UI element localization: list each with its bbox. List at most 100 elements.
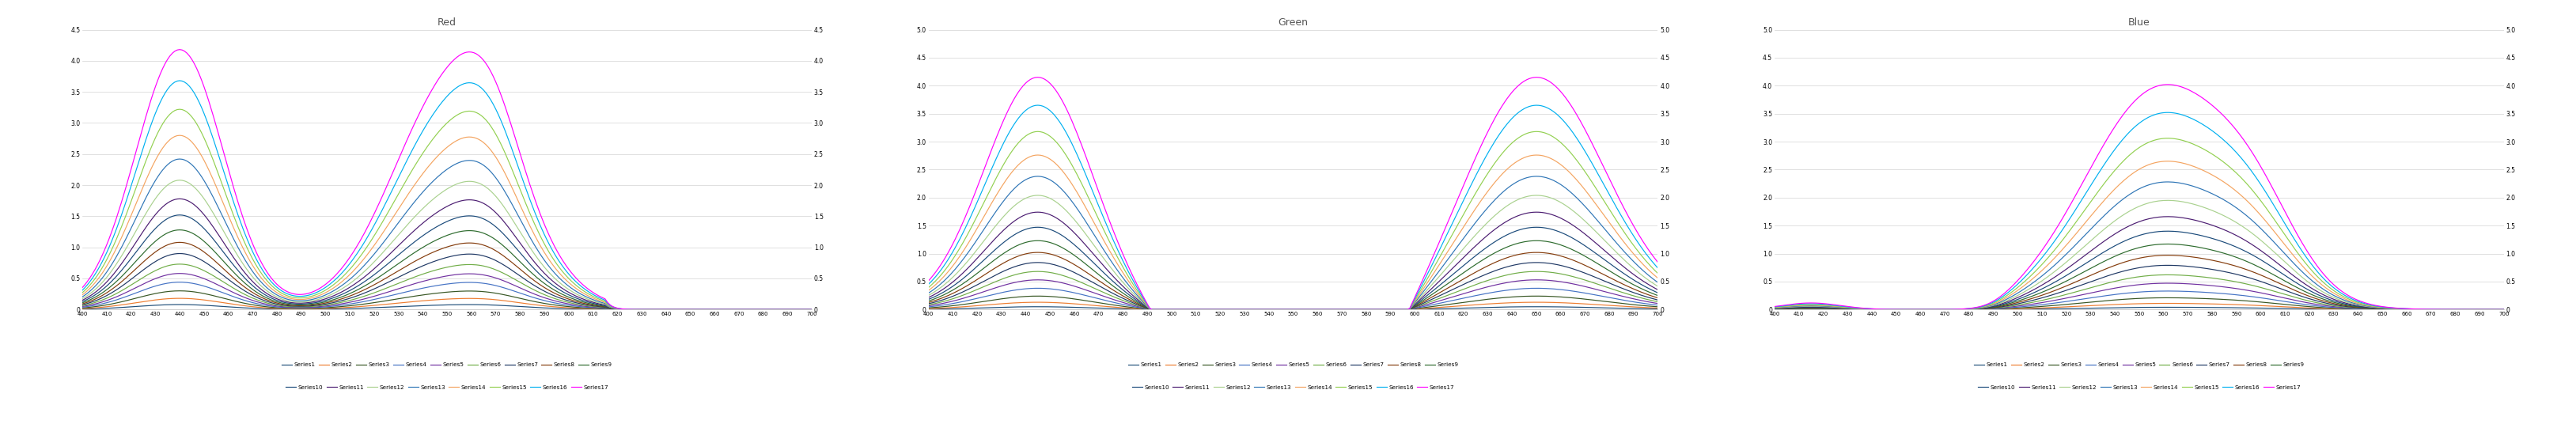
Series5	[2488, 307, 2519, 312]
Series2	[1213, 307, 1244, 312]
Line: Series5: Series5	[1775, 283, 2504, 310]
Series15	[1023, 129, 1054, 134]
Series10	[1595, 261, 1625, 266]
Series7	[567, 302, 598, 307]
Series12	[2488, 307, 2519, 312]
Series8	[567, 301, 598, 306]
Series9	[2154, 242, 2184, 247]
Series4	[2488, 307, 2519, 312]
Series13	[67, 294, 98, 299]
Series6	[1213, 307, 1244, 312]
Series5	[1236, 307, 1267, 312]
Series13	[2488, 307, 2519, 312]
Series17	[1236, 307, 1267, 312]
Line: Series9: Series9	[1775, 244, 2504, 310]
Series16	[2079, 179, 2110, 184]
Series16	[1533, 106, 1564, 111]
Line: Series7: Series7	[927, 262, 1659, 310]
Series13	[1023, 174, 1054, 179]
Line: Series9: Series9	[927, 241, 1659, 310]
Series12	[1213, 307, 1244, 312]
Series14	[1759, 305, 1790, 310]
Series11	[67, 298, 98, 303]
Series6	[796, 307, 827, 312]
Series17	[165, 47, 196, 52]
Series10	[1492, 232, 1522, 237]
Series14	[67, 292, 98, 297]
Series2	[912, 306, 943, 311]
Series15	[1136, 307, 1167, 312]
Series6	[2154, 272, 2184, 277]
Line: Series12: Series12	[82, 180, 811, 310]
Series1	[1417, 307, 1448, 312]
Series12	[1136, 307, 1167, 312]
Series3	[165, 288, 196, 293]
Series14	[1023, 153, 1054, 158]
Line: Series1: Series1	[82, 304, 811, 310]
Series2	[1136, 307, 1167, 312]
Series3	[67, 305, 98, 310]
Line: Series11: Series11	[1775, 217, 2504, 310]
Series4	[1492, 287, 1522, 293]
Series5	[1643, 301, 1674, 306]
Series6	[1417, 299, 1448, 304]
Series7	[1213, 307, 1244, 312]
Series3	[2259, 301, 2290, 306]
Series9	[1643, 293, 1674, 298]
Series5	[1759, 307, 1790, 312]
Series4	[685, 307, 716, 312]
Series3	[2336, 306, 2367, 311]
Series8	[2154, 253, 2184, 258]
Series3	[1417, 304, 1448, 309]
Series1	[2259, 306, 2290, 311]
Series13	[1136, 307, 1167, 312]
Line: Series2: Series2	[1775, 303, 2504, 310]
Series16	[363, 214, 394, 219]
Series16	[1236, 307, 1267, 312]
Series5	[2053, 295, 2084, 300]
Series2	[1643, 306, 1674, 311]
Series5	[2079, 290, 2110, 295]
Series11	[2437, 307, 2468, 312]
Series7	[389, 272, 420, 277]
Series14	[1595, 220, 1625, 225]
Series9	[912, 298, 943, 304]
Series14	[363, 236, 394, 241]
Series8	[1492, 255, 1522, 260]
Series17	[2259, 191, 2290, 196]
Series7	[1023, 260, 1054, 265]
Series11	[2154, 214, 2184, 219]
Series3	[2079, 299, 2110, 304]
Line: Series13: Series13	[82, 159, 811, 310]
Series12	[2437, 307, 2468, 312]
Line: Series17: Series17	[927, 77, 1659, 310]
Series5	[2378, 307, 2409, 312]
Series9	[567, 299, 598, 304]
Series6	[2053, 291, 2084, 296]
Series17	[2053, 205, 2084, 210]
Series13	[2437, 307, 2468, 312]
Series3	[2154, 295, 2184, 300]
Series8	[2336, 304, 2367, 309]
Series1	[912, 307, 943, 312]
Series11	[2259, 259, 2290, 264]
Series5	[363, 292, 394, 297]
Series1	[744, 307, 775, 312]
Series5	[1136, 307, 1167, 312]
Series16	[644, 307, 675, 312]
Series3	[1759, 307, 1790, 312]
Series7	[1417, 297, 1448, 302]
Line: Series14: Series14	[927, 155, 1659, 310]
Series7	[796, 307, 827, 312]
Series7	[1533, 261, 1564, 266]
Series10	[1236, 307, 1267, 312]
Series6	[644, 307, 675, 312]
Series17	[1136, 307, 1167, 312]
Line: Series15: Series15	[1775, 138, 2504, 310]
Series1	[567, 307, 598, 312]
Series4	[912, 304, 943, 310]
Series12	[912, 293, 943, 298]
Series1	[2336, 307, 2367, 312]
Series11	[1643, 287, 1674, 292]
Series17	[363, 201, 394, 206]
